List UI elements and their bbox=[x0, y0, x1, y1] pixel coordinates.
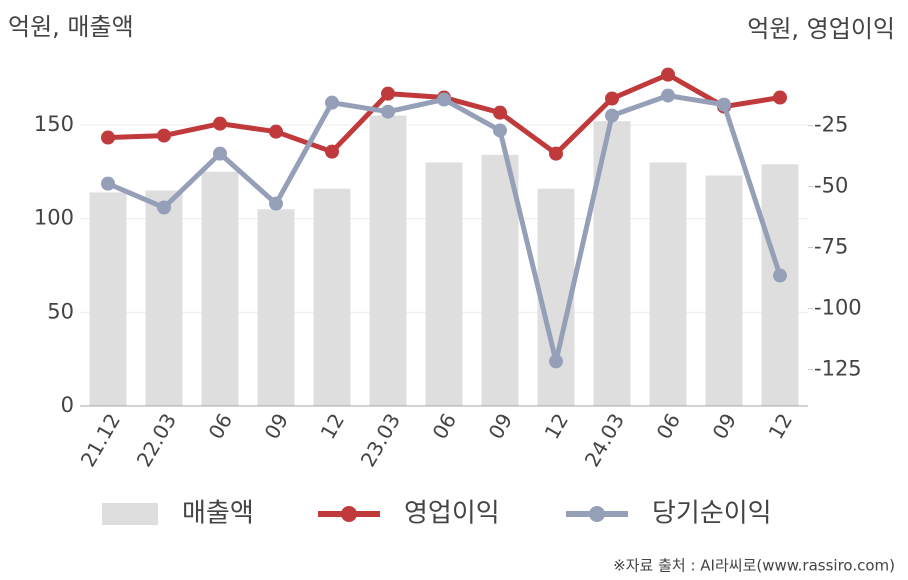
x-tick-label: 12 bbox=[764, 409, 798, 443]
point bbox=[661, 67, 675, 82]
bar bbox=[761, 164, 799, 406]
point bbox=[437, 92, 451, 107]
point bbox=[493, 105, 507, 120]
point bbox=[605, 91, 619, 106]
y-tick-label: 50 bbox=[47, 299, 74, 323]
y-tick-label: 0 bbox=[61, 393, 74, 417]
y2-tick-label: -25 bbox=[814, 113, 848, 137]
point bbox=[213, 146, 227, 161]
x-tick-label: 21.12 bbox=[76, 409, 125, 471]
point bbox=[269, 196, 283, 211]
bar bbox=[145, 190, 183, 406]
point bbox=[157, 200, 171, 215]
point bbox=[213, 116, 227, 131]
point bbox=[101, 176, 115, 191]
bar bbox=[705, 175, 743, 406]
point bbox=[549, 354, 563, 369]
x-tick-label: 12 bbox=[316, 409, 350, 443]
x-tick-label: 24.03 bbox=[580, 409, 629, 471]
point bbox=[661, 88, 675, 103]
line bbox=[107, 72, 781, 157]
point bbox=[325, 144, 339, 159]
legend-swatch bbox=[341, 506, 357, 522]
y2-tick-label: -100 bbox=[814, 295, 862, 319]
x-tick-label: 12 bbox=[540, 409, 574, 443]
bar bbox=[425, 162, 463, 406]
y2-tick-label: -125 bbox=[814, 356, 862, 380]
legend-swatch bbox=[589, 506, 605, 522]
legend-label: 영업이익 bbox=[404, 499, 500, 529]
legend-swatch bbox=[102, 503, 158, 525]
point bbox=[605, 108, 619, 123]
x-tick-label: 09 bbox=[708, 409, 742, 443]
x-tick-label: 09 bbox=[484, 409, 518, 443]
point bbox=[773, 90, 787, 105]
x-tick-label: 06 bbox=[652, 409, 686, 443]
bar bbox=[649, 162, 687, 406]
point bbox=[381, 104, 395, 119]
bar bbox=[89, 192, 127, 406]
y-tick-label: 150 bbox=[34, 112, 74, 136]
y-tick-label: 100 bbox=[34, 206, 74, 230]
x-tick-label: 22.03 bbox=[132, 409, 181, 471]
legend-label: 당기순이익 bbox=[652, 499, 772, 529]
y2-axis-title: 억원, 영업이익 bbox=[747, 15, 895, 43]
y2-tick-label: -75 bbox=[814, 235, 848, 259]
bar bbox=[257, 209, 295, 406]
source: ※자료 출처 : AI라씨로(www.rassiro.com) bbox=[613, 557, 895, 575]
point bbox=[269, 124, 283, 139]
point bbox=[549, 146, 563, 161]
legend-label: 매출액 bbox=[182, 499, 254, 529]
bar bbox=[313, 188, 351, 406]
x-tick-label: 06 bbox=[204, 409, 238, 443]
y2-tick-label: -50 bbox=[814, 174, 848, 198]
x-tick-label: 06 bbox=[428, 409, 462, 443]
bar bbox=[481, 154, 519, 406]
x-tick-label: 09 bbox=[260, 409, 294, 443]
point bbox=[717, 97, 731, 112]
point bbox=[157, 128, 171, 143]
bar bbox=[369, 115, 407, 406]
x-tick-label: 23.03 bbox=[356, 409, 405, 471]
point bbox=[773, 268, 787, 283]
bar bbox=[201, 171, 239, 406]
point bbox=[325, 95, 339, 110]
point bbox=[101, 130, 115, 145]
y-axis-title: 억원, 매출액 bbox=[8, 13, 134, 41]
point bbox=[493, 123, 507, 138]
point bbox=[381, 86, 395, 101]
